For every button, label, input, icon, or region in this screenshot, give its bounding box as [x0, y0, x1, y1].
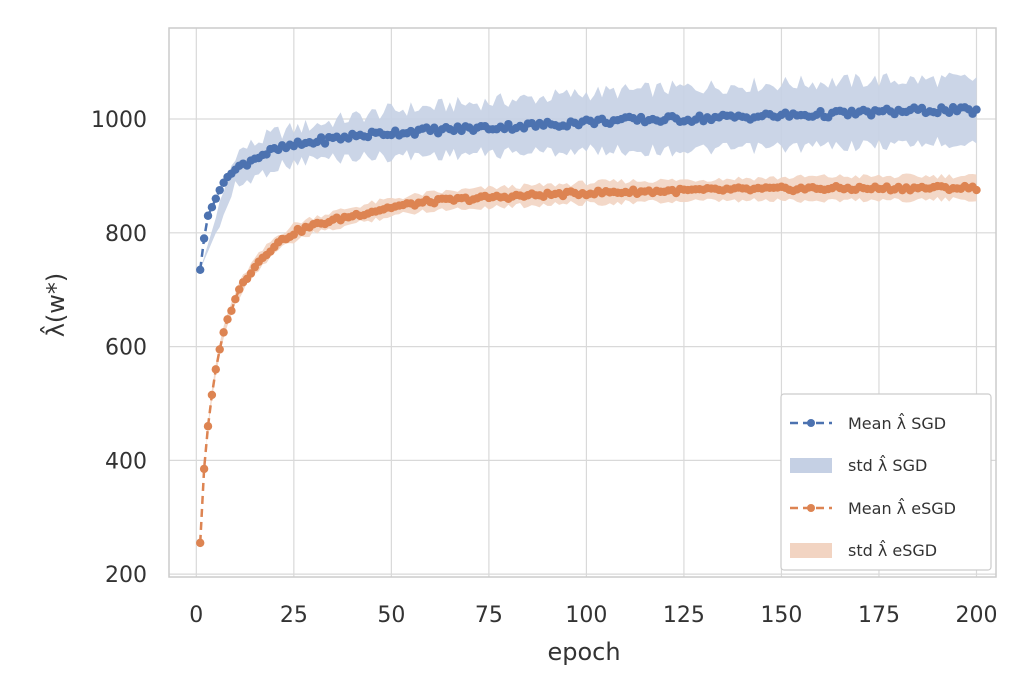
y-axis-title: λ̂(w*): [40, 273, 70, 338]
legend-frame: [780, 393, 992, 571]
legend-swatch-std-esgd: [790, 543, 832, 558]
x-tick-label: 175: [858, 603, 900, 628]
x-tick-label: 125: [663, 603, 705, 628]
mean-esgd-point: [215, 345, 224, 354]
mean-sgd-point: [196, 265, 205, 274]
legend-label-mean-sgd: Mean λ̂ SGD: [848, 413, 946, 433]
mean-esgd-point: [972, 185, 981, 195]
tick-labels: 0 25 50 75 100 125 150 175 200 200 400 600 800 1000: [91, 108, 997, 628]
legend-label-std-sgd: std λ̂ SGD: [848, 455, 927, 475]
mean-sgd-point: [199, 234, 209, 243]
legend-swatch-std-sgd: [790, 458, 832, 473]
mean-esgd-point: [219, 328, 228, 337]
x-tick-label: 0: [189, 603, 203, 628]
x-tick-label: 150: [760, 603, 802, 628]
mean-esgd-point: [203, 422, 213, 431]
mean-esgd-point: [227, 306, 236, 315]
mean-esgd-point: [231, 295, 240, 304]
mean-sgd-point: [320, 139, 330, 148]
mean-sgd-point: [203, 211, 213, 220]
x-axis-title: epoch: [547, 638, 620, 666]
mean-sgd-point: [207, 203, 217, 212]
mean-lines: [196, 102, 981, 548]
mean-sgd-point: [972, 105, 981, 114]
mean-esgd-point: [235, 285, 244, 294]
x-tick-label: 200: [955, 603, 997, 628]
mean-esgd-point: [196, 538, 205, 548]
mean-esgd-point: [223, 315, 232, 324]
y-tick-label: 400: [105, 449, 147, 474]
x-tick-label: 50: [377, 603, 405, 628]
mean-esgd-point: [199, 464, 209, 474]
legend: Mean λ̂ SGD std λ̂ SGD Mean λ̂ eSGD std …: [780, 393, 992, 571]
legend-marker-mean-sgd: [807, 419, 815, 427]
y-tick-label: 600: [105, 336, 147, 361]
mean-sgd-point: [215, 185, 224, 195]
mean-sgd-point: [211, 194, 221, 203]
y-tick-label: 1000: [91, 108, 147, 133]
mean-esgd-point: [207, 390, 217, 400]
legend-label-std-esgd: std λ̂ eSGD: [848, 540, 937, 560]
legend-marker-mean-esgd: [807, 504, 815, 512]
x-tick-label: 25: [280, 603, 308, 628]
y-tick-label: 200: [105, 563, 147, 588]
x-tick-label: 75: [475, 603, 503, 628]
std-bands: [200, 72, 977, 543]
mean-esgd-point: [246, 269, 256, 278]
plot-frame: [168, 27, 997, 578]
y-tick-label: 800: [105, 222, 147, 247]
mean-esgd-point: [211, 365, 221, 374]
sgd-std-band: [200, 72, 977, 270]
legend-label-mean-esgd: Mean λ̂ eSGD: [848, 498, 956, 518]
mean-sgd-point: [316, 133, 326, 142]
x-tick-label: 100: [565, 603, 607, 628]
